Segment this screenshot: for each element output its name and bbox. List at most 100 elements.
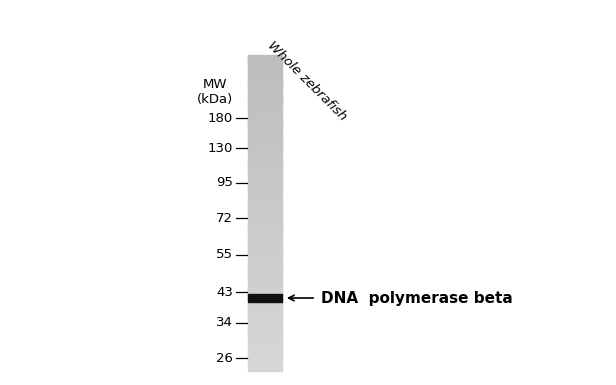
Bar [248,163,282,165]
Bar [248,184,282,186]
Bar [248,109,282,110]
Bar [248,357,282,358]
Bar [248,191,282,192]
Bar [248,177,282,178]
Bar [248,102,282,104]
Bar [248,107,282,109]
Bar [248,282,282,283]
Bar [248,149,282,151]
Bar [248,185,282,187]
Bar [248,129,282,131]
Bar [248,250,282,252]
Bar [248,115,282,116]
Bar [248,192,282,194]
Bar [248,269,282,271]
Bar [248,65,282,67]
Bar [248,323,282,324]
Bar [248,223,282,224]
Bar [248,236,282,237]
Bar [248,244,282,246]
Bar [248,280,282,281]
Text: Whole zebrafish: Whole zebrafish [265,39,349,123]
Bar [248,363,282,364]
Bar [248,181,282,182]
Bar [248,312,282,314]
Bar [248,179,282,181]
Bar [248,310,282,312]
Bar [248,336,282,338]
Bar [248,267,282,269]
Bar [248,247,282,249]
Bar [248,233,282,235]
Bar [248,284,282,285]
Bar [248,176,282,177]
Bar [248,245,282,247]
Bar [248,283,282,285]
Text: 34: 34 [216,316,233,330]
Bar [248,110,282,112]
Bar [248,303,282,305]
Bar [248,352,282,354]
Bar [248,180,282,181]
Bar [248,145,282,147]
Bar [248,186,282,188]
Bar [248,214,282,216]
Bar [248,74,282,75]
Text: 55: 55 [216,248,233,261]
Bar [248,218,282,219]
Bar [248,369,282,370]
Bar [248,138,282,139]
Bar [248,55,282,57]
Bar [248,169,282,171]
Bar [248,332,282,334]
Bar [248,205,282,207]
Bar [248,224,282,226]
Bar [248,136,282,137]
Bar [248,172,282,174]
Bar [248,137,282,139]
Bar [248,229,282,231]
Bar [248,333,282,335]
Bar [248,71,282,72]
Bar [248,94,282,95]
Bar [248,77,282,79]
Bar [248,276,282,277]
Bar [248,225,282,227]
Bar [248,222,282,224]
Bar [248,201,282,203]
Bar [248,67,282,68]
Bar [248,350,282,352]
Bar [248,261,282,262]
Bar [248,188,282,190]
Bar [248,133,282,134]
Bar [248,249,282,251]
Bar [248,195,282,196]
Bar [248,253,282,254]
Bar [248,298,282,299]
Bar [248,275,282,276]
Bar [248,214,282,215]
Bar [248,367,282,368]
Bar [248,335,282,337]
Bar [248,112,282,113]
Bar [248,230,282,232]
Bar [248,262,282,263]
Bar [248,101,282,103]
Bar [248,238,282,239]
Bar [248,79,282,81]
Bar [248,239,282,240]
Bar [248,318,282,319]
Bar [248,320,282,321]
Bar [248,113,282,114]
Bar [248,360,282,361]
Bar [248,104,282,106]
Bar [248,307,282,308]
Bar [248,316,282,318]
Bar [248,159,282,161]
Bar [248,209,282,211]
Bar [248,217,282,218]
Bar [248,75,282,77]
Bar [248,272,282,274]
Bar [248,199,282,201]
Bar [248,206,282,208]
